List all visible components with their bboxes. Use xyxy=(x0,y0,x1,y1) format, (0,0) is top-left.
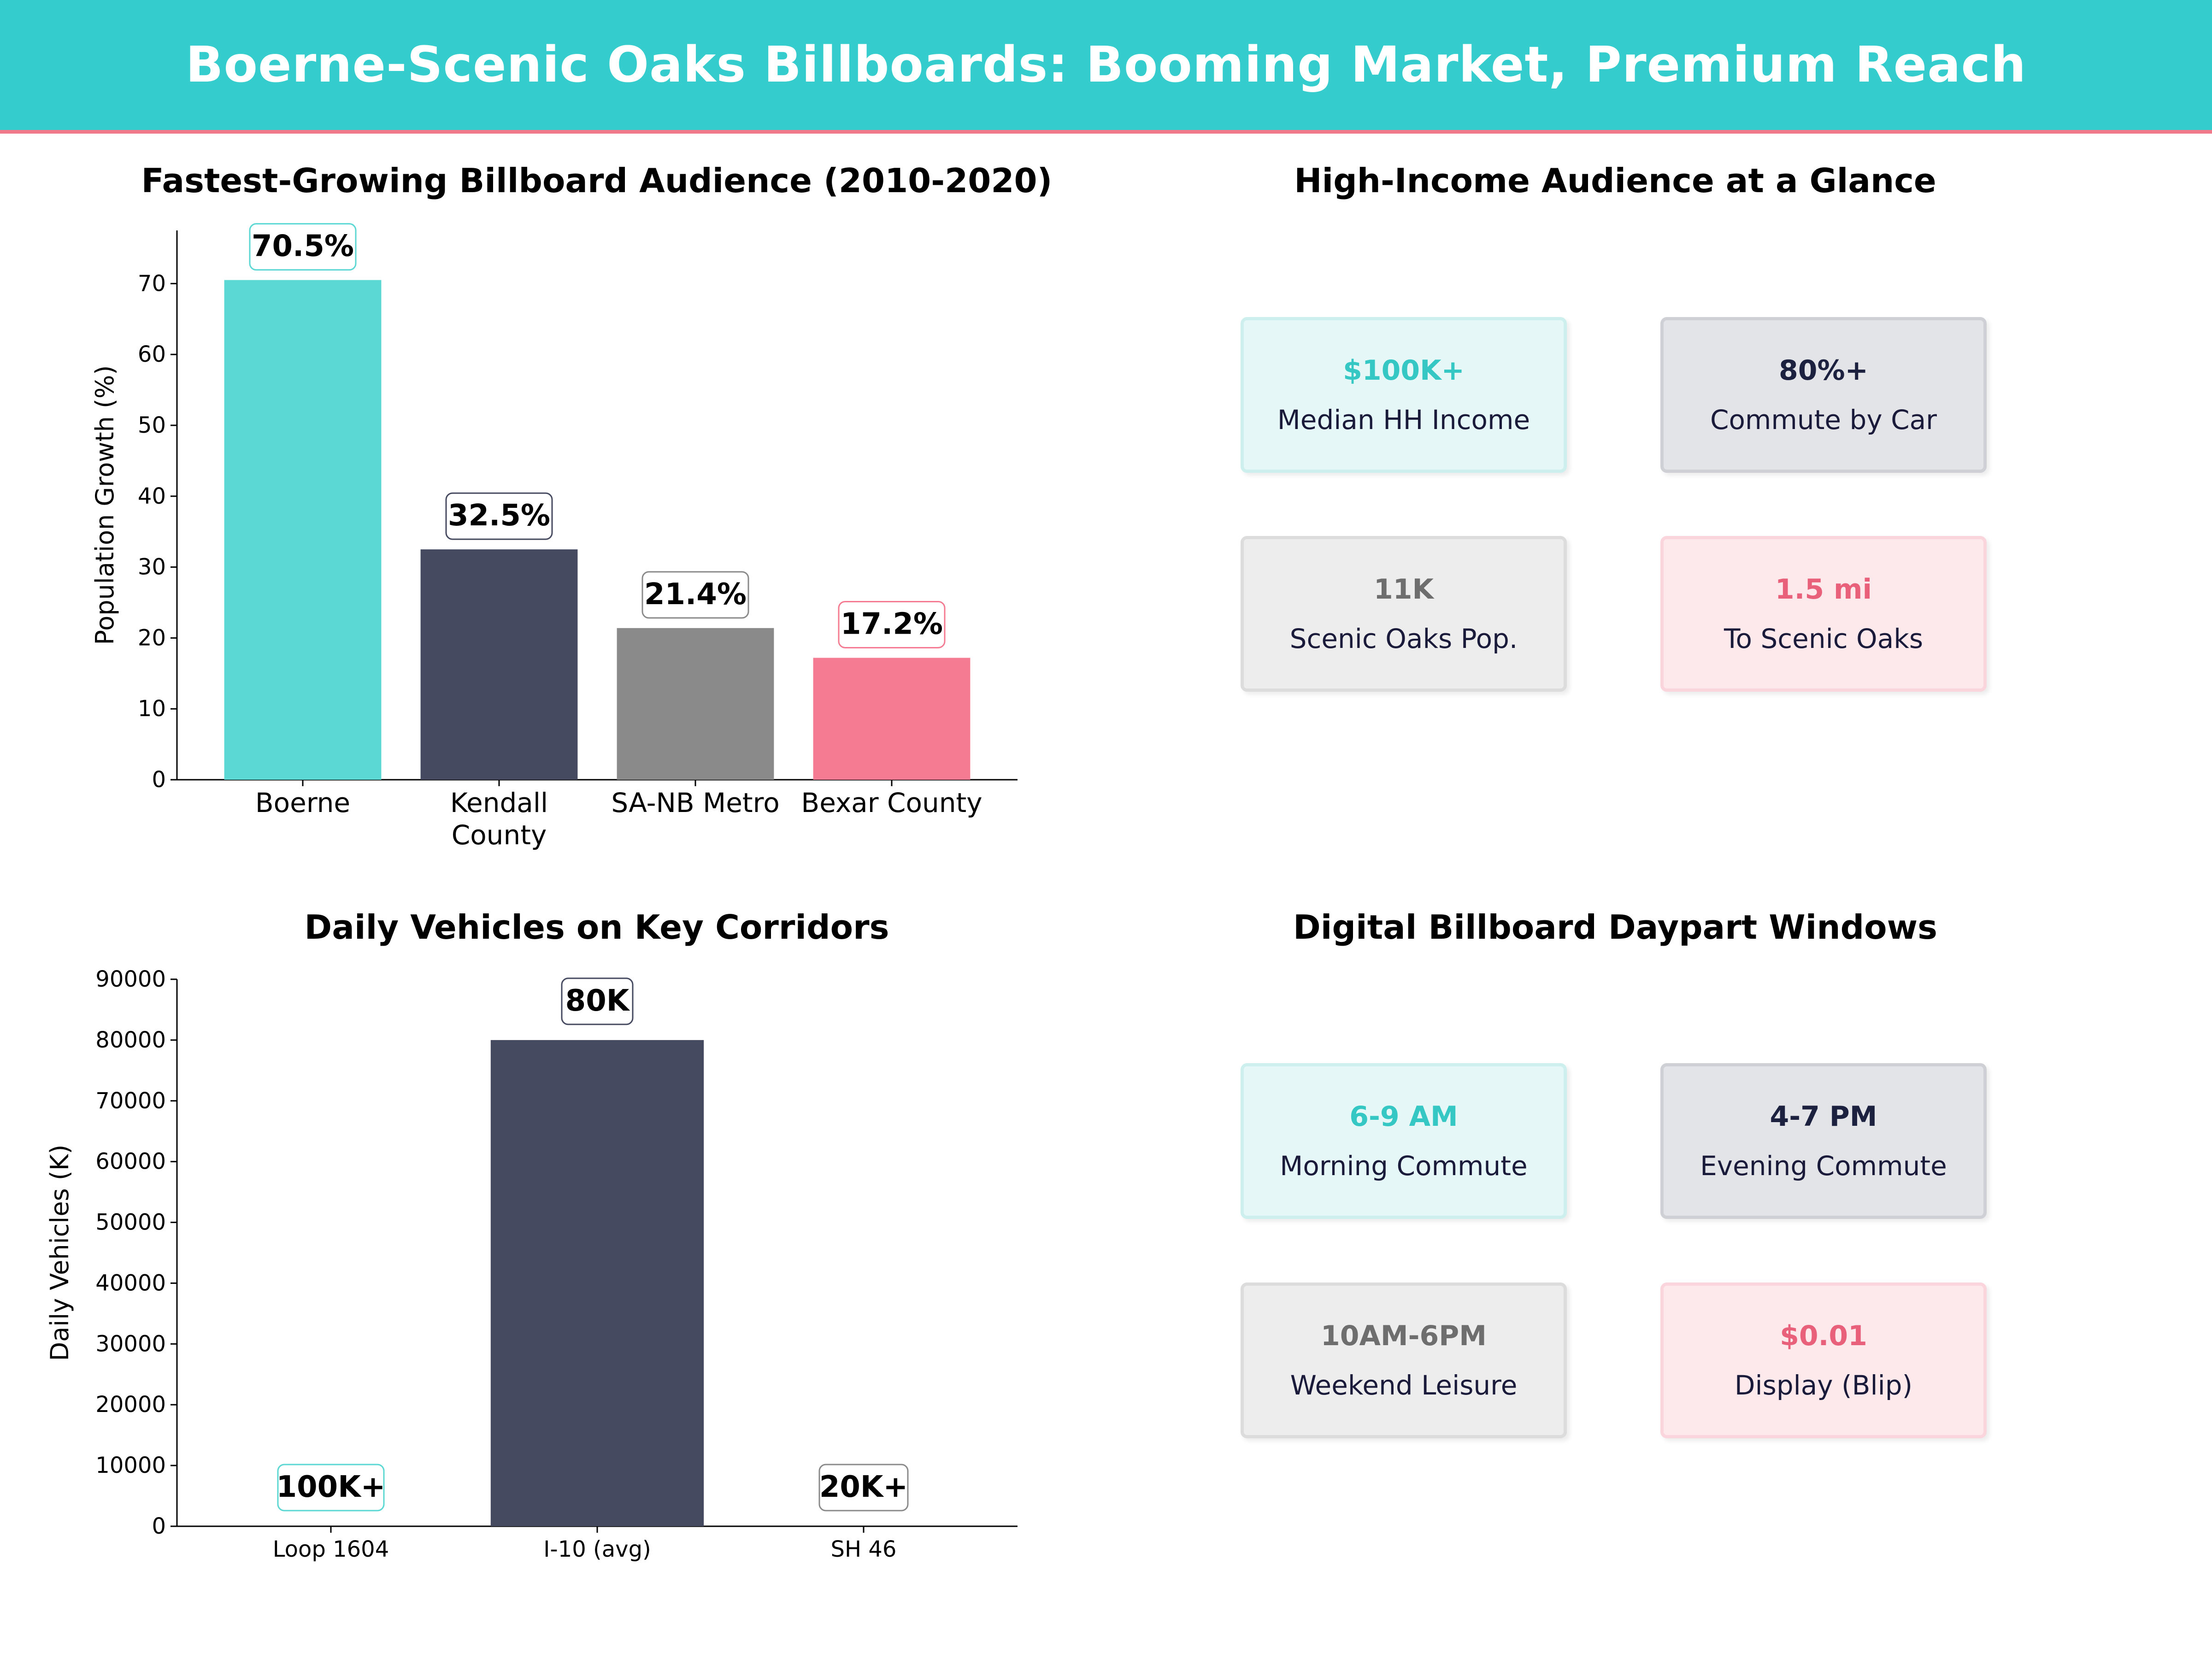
growth-chart-title: Fastest-Growing Billboard Audience (2010… xyxy=(141,161,1053,200)
bar-kendall-county xyxy=(420,549,578,780)
header-banner: Boerne-Scenic Oaks Billboards: Booming M… xyxy=(0,0,2212,134)
y-tick-label: 70000 xyxy=(95,1088,166,1114)
x-tick-label: I-10 (avg) xyxy=(543,1536,651,1562)
charts-canvas: 0 10 20 30 40 50 60 70 Population Growth (%) Boer… xyxy=(45,223,1018,1562)
daypart-card-evening: 4-7 PM Evening Commute xyxy=(1660,1063,1987,1219)
x-tick-label: Boerne xyxy=(255,787,350,818)
card-value: $0.01 xyxy=(1780,1320,1867,1352)
card-label: Morning Commute xyxy=(1280,1150,1528,1182)
y-tick-label: 0 xyxy=(152,1513,166,1539)
y-tick-label: 50 xyxy=(138,412,166,438)
traffic-chart-title: Daily Vehicles on Key Corridors xyxy=(304,908,889,947)
data-label-box xyxy=(838,600,946,648)
y-tick-label: 0 xyxy=(152,767,166,793)
growth-bar-chart: 0 10 20 30 40 50 60 70 Population Growth (%) Boer… xyxy=(90,223,1018,851)
y-tick-label: 60000 xyxy=(95,1149,166,1175)
x-tick-label: Bexar County xyxy=(801,787,982,818)
card-label: Evening Commute xyxy=(1700,1150,1947,1182)
y-tick-label: 80000 xyxy=(95,1027,166,1053)
y-axis-label: Daily Vehicles (K) xyxy=(45,1145,74,1361)
card-value: 4-7 PM xyxy=(1770,1100,1877,1133)
bar-bexar-county xyxy=(813,658,971,780)
audience-card-income: $100K+ Median HH Income xyxy=(1241,317,1567,473)
y-tick-label: 10 xyxy=(138,696,166,722)
x-tick-label: County xyxy=(452,819,547,851)
data-label: 20K+ xyxy=(819,1470,908,1504)
x-tick-label: Kendall xyxy=(450,787,548,818)
data-label-box xyxy=(561,977,634,1025)
data-label-box xyxy=(641,571,749,619)
bar-i-10-avg- xyxy=(490,1040,704,1526)
card-label: Scenic Oaks Pop. xyxy=(1289,623,1518,654)
card-value: 11K xyxy=(1374,573,1434,606)
daypart-panel-title: Digital Billboard Daypart Windows xyxy=(1293,908,1937,947)
audience-card-commute: 80%+ Commute by Car xyxy=(1660,317,1987,473)
bar-sa-nb-metro xyxy=(617,628,774,780)
data-label: 21.4% xyxy=(644,577,747,612)
card-value: 80%+ xyxy=(1779,354,1868,387)
audience-card-population: 11K Scenic Oaks Pop. xyxy=(1241,536,1567,692)
y-tick-label: 20000 xyxy=(95,1392,166,1418)
card-label: To Scenic Oaks xyxy=(1724,623,1924,654)
y-tick-label: 50000 xyxy=(95,1210,166,1235)
daypart-card-display: $0.01 Display (Blip) xyxy=(1660,1282,1987,1438)
y-tick-label: 30000 xyxy=(95,1331,166,1357)
card-label: Weekend Leisure xyxy=(1290,1370,1518,1401)
bar-boerne xyxy=(224,280,382,780)
y-tick-label: 70 xyxy=(138,271,166,296)
x-tick-label: SH 46 xyxy=(831,1536,897,1562)
card-label: Commute by Car xyxy=(1710,404,1937,435)
data-label-box xyxy=(249,223,357,271)
y-tick-label: 20 xyxy=(138,625,166,651)
daypart-card-weekend: 10AM-6PM Weekend Leisure xyxy=(1241,1282,1567,1438)
card-label: Median HH Income xyxy=(1277,404,1530,435)
card-value: 1.5 mi xyxy=(1775,573,1872,606)
y-tick-label: 90000 xyxy=(95,966,166,992)
y-tick-label: 10000 xyxy=(95,1453,166,1478)
y-tick-label: 40000 xyxy=(95,1270,166,1296)
data-label: 32.5% xyxy=(448,499,550,533)
x-tick-label: SA-NB Metro xyxy=(611,787,779,818)
daypart-card-morning: 6-9 AM Morning Commute xyxy=(1241,1063,1567,1219)
data-label-box xyxy=(277,1464,385,1512)
card-label: Display (Blip) xyxy=(1734,1370,1913,1401)
card-value: 6-9 AM xyxy=(1349,1100,1458,1133)
y-tick-label: 30 xyxy=(138,554,166,580)
data-label: 70.5% xyxy=(252,229,354,264)
y-axis-label: Population Growth (%) xyxy=(90,365,119,645)
traffic-bar-chart: 0 10000 20000 30000 40000 50000 60000 70000 8000… xyxy=(45,966,1018,1562)
card-value: $100K+ xyxy=(1343,354,1465,387)
data-label-box xyxy=(818,1464,909,1512)
audience-card-distance: 1.5 mi To Scenic Oaks xyxy=(1660,536,1987,692)
data-label: 100K+ xyxy=(276,1470,386,1504)
data-label: 80K xyxy=(565,984,630,1018)
x-tick-label: Loop 1604 xyxy=(273,1536,389,1562)
page-title: Boerne-Scenic Oaks Billboards: Booming M… xyxy=(185,36,2027,94)
card-value: 10AM-6PM xyxy=(1321,1320,1487,1352)
audience-panel-title: High-Income Audience at a Glance xyxy=(1294,161,1936,200)
y-tick-label: 40 xyxy=(138,483,166,509)
y-tick-label: 60 xyxy=(138,341,166,367)
data-label: 17.2% xyxy=(841,607,943,641)
data-label-box xyxy=(445,492,553,540)
